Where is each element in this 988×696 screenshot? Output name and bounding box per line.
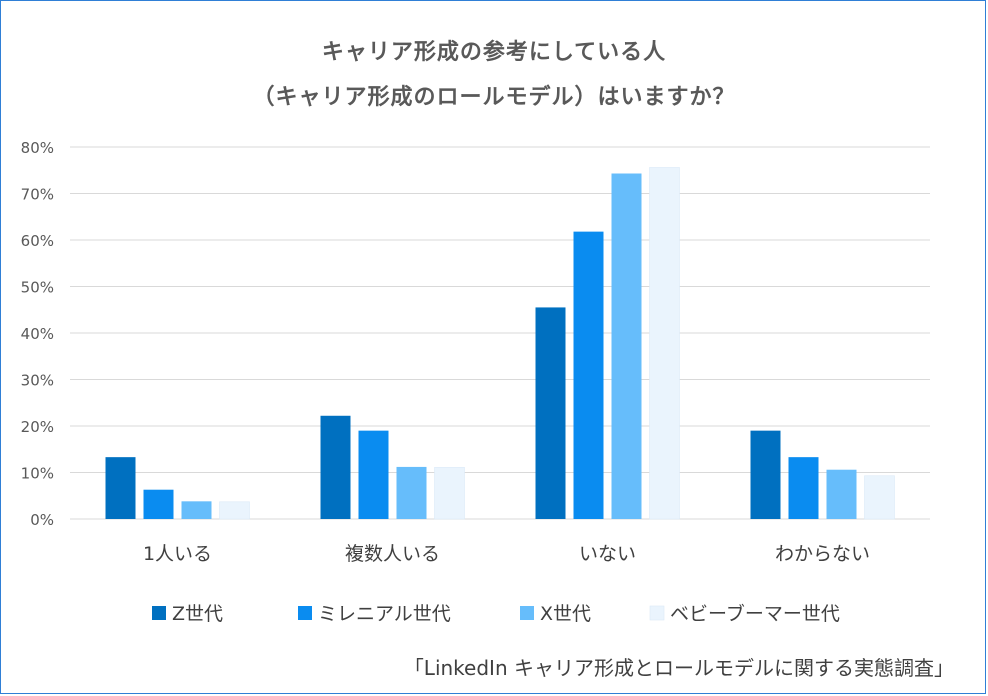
legend-swatch xyxy=(152,606,166,620)
x-tick-label: いない xyxy=(579,543,636,565)
bar xyxy=(535,307,566,519)
bar xyxy=(219,501,250,520)
bar xyxy=(143,489,174,519)
bar xyxy=(788,457,819,519)
bar xyxy=(826,469,857,519)
chart-title-line-1: キャリア形成の参考にしている人 xyxy=(321,40,667,65)
y-tick-label: 0% xyxy=(30,511,54,529)
legend-label: Z世代 xyxy=(172,603,223,625)
y-tick-label: 70% xyxy=(21,186,54,204)
legend-label: ベビーブーマー世代 xyxy=(670,602,840,625)
y-tick-label: 60% xyxy=(21,232,54,250)
legend-label: X世代 xyxy=(540,603,591,625)
x-tick-label: 複数人いる xyxy=(345,543,440,565)
source-caption: 「LinkedIn キャリア形成とロールモデルに関する実態調査」 xyxy=(403,656,954,680)
legend-swatch xyxy=(298,606,312,620)
bar xyxy=(181,501,212,519)
legend-label: ミレニアル世代 xyxy=(318,603,451,625)
y-tick-label: 30% xyxy=(21,372,54,390)
bar xyxy=(573,231,604,519)
chart-title-line-2: （キャリア形成のロールモデル）はいますか？ xyxy=(252,85,736,110)
x-tick-label: わからない xyxy=(775,543,870,565)
y-tick-label: 10% xyxy=(21,465,54,483)
bar xyxy=(358,430,389,519)
bar xyxy=(396,466,427,519)
x-tick-label: 1人いる xyxy=(143,543,212,565)
bar xyxy=(320,415,351,519)
bar xyxy=(649,167,680,520)
bar xyxy=(434,467,465,520)
y-tick-label: 50% xyxy=(21,279,54,297)
bar xyxy=(611,173,642,519)
legend-swatch xyxy=(520,606,534,620)
bar xyxy=(864,475,895,520)
y-tick-label: 40% xyxy=(21,325,54,343)
legend-swatch xyxy=(649,605,665,621)
y-tick-label: 20% xyxy=(21,418,54,436)
y-tick-label: 80% xyxy=(21,139,54,157)
bar xyxy=(750,430,781,519)
bar xyxy=(105,457,136,519)
